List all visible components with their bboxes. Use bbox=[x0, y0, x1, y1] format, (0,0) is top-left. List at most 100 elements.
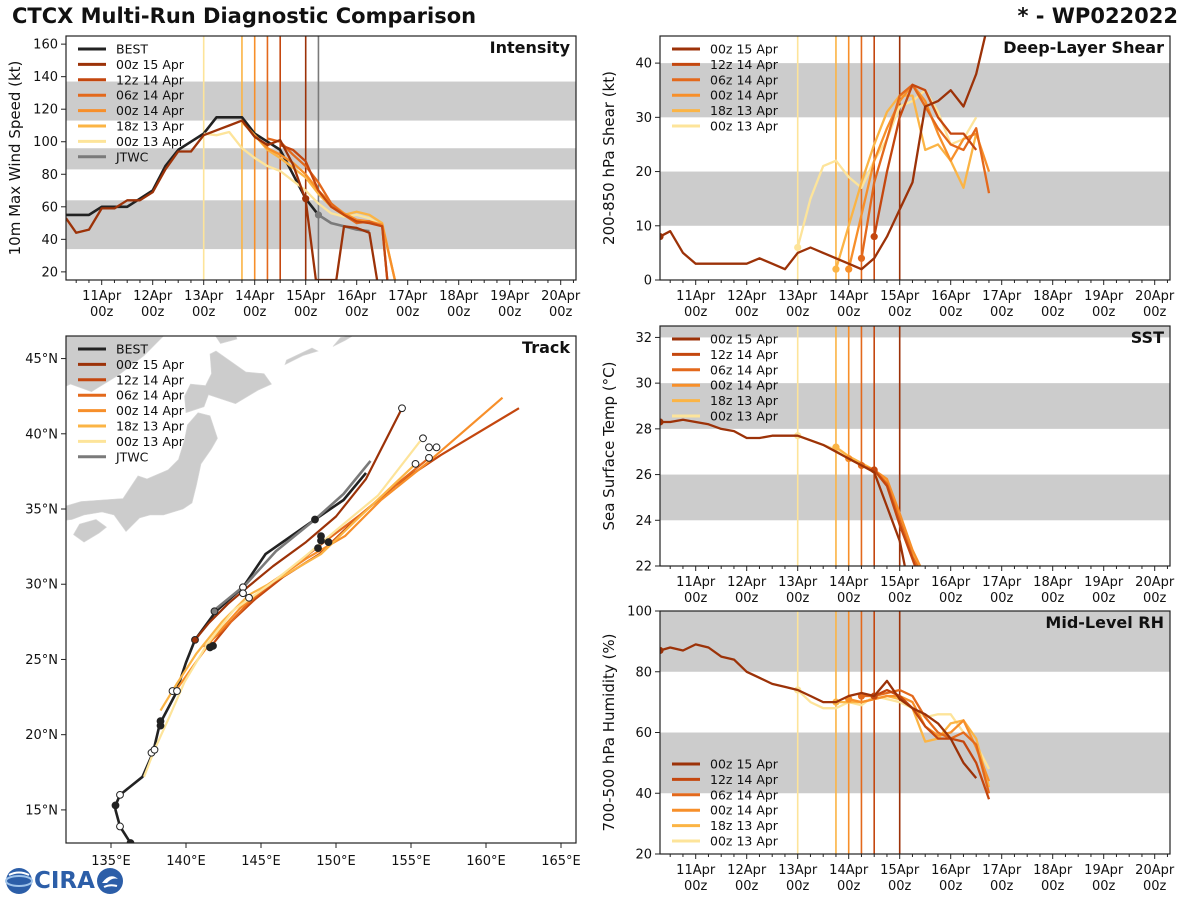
panel-intensity: 2040608010012014016011Apr00z12Apr00z13Ap… bbox=[6, 35, 581, 320]
track-marker bbox=[191, 635, 199, 644]
x-tick-label-day: 20Apr bbox=[1135, 289, 1175, 304]
x-tick-label-hour: 00z bbox=[888, 305, 912, 320]
track-marker bbox=[425, 453, 433, 462]
cira-logo: CIRA bbox=[4, 866, 125, 896]
x-tick-label-hour: 00z bbox=[939, 305, 963, 320]
x-tick-label-hour: 00z bbox=[1143, 879, 1167, 894]
init-point-00z-14-apr bbox=[845, 265, 853, 273]
x-tick-label-day: 16Apr bbox=[337, 289, 377, 304]
x-tick-label: 155°E bbox=[391, 854, 431, 869]
series-line-12z-14-apr bbox=[873, 688, 991, 800]
legend-label-18z-13-apr: 18z 13 Apr bbox=[710, 393, 779, 408]
x-tick-label-day: 13Apr bbox=[184, 289, 224, 304]
x-tick-label-day: 16Apr bbox=[931, 289, 971, 304]
x-tick-label-hour: 00z bbox=[837, 591, 861, 606]
track-marker bbox=[150, 745, 159, 754]
init-point-00z-13-apr bbox=[794, 243, 802, 252]
series-line-00z-15-apr bbox=[660, 643, 978, 779]
land-shikoku bbox=[73, 519, 107, 543]
y-tick-label: 40 bbox=[635, 787, 652, 802]
legend-label-18z-13-apr: 18z 13 Apr bbox=[116, 119, 185, 134]
plot-area bbox=[660, 326, 1170, 566]
init-point-00z-15-apr bbox=[302, 195, 310, 203]
legend-label-00z-15-apr: 00z 15 Apr bbox=[116, 357, 185, 372]
series-line-12z-14-apr bbox=[873, 83, 978, 237]
legend-label-00z-14-apr: 00z 14 Apr bbox=[710, 803, 779, 818]
x-tick-label-day: 15Apr bbox=[286, 289, 326, 304]
panel-title: Track bbox=[522, 338, 570, 357]
y-tick-label: 100 bbox=[33, 135, 58, 150]
legend-label-06z-14-apr: 06z 14 Apr bbox=[710, 72, 779, 87]
y-tick-label: 80 bbox=[635, 665, 652, 680]
x-tick-label-day: 19Apr bbox=[1084, 289, 1124, 304]
x-tick-label-hour: 00z bbox=[939, 879, 963, 894]
storm-id: * - WP022022 bbox=[1017, 4, 1178, 28]
y-tick-label: 30°N bbox=[25, 578, 58, 593]
x-tick-label-hour: 00z bbox=[684, 305, 708, 320]
y-tick-label: 45°N bbox=[25, 352, 58, 367]
land-kuril-2 bbox=[332, 336, 353, 347]
track-marker bbox=[432, 443, 441, 452]
series-line-06z-14-apr bbox=[861, 688, 991, 794]
legend-label-18z-13-apr: 18z 13 Apr bbox=[710, 818, 779, 833]
x-tick-label-day: 17Apr bbox=[982, 863, 1022, 878]
x-tick-label-hour: 00z bbox=[243, 305, 267, 320]
init-point-06z-14-apr bbox=[857, 254, 866, 262]
x-tick-label-day: 14Apr bbox=[829, 575, 869, 590]
track-marker bbox=[111, 801, 120, 810]
y-tick-label: 140 bbox=[33, 70, 58, 85]
x-tick-label-day: 18Apr bbox=[1033, 863, 1073, 878]
panel-title: Intensity bbox=[490, 38, 571, 57]
legend-label-00z-13-apr: 00z 13 Apr bbox=[710, 409, 779, 424]
x-tick-label-day: 11Apr bbox=[676, 289, 716, 304]
land-kuril-1 bbox=[284, 347, 319, 366]
panel-title: SST bbox=[1131, 328, 1164, 347]
x-tick-label-day: 18Apr bbox=[1033, 575, 1073, 590]
x-tick-label-hour: 00z bbox=[294, 305, 318, 320]
x-tick-label-day: 12Apr bbox=[727, 289, 767, 304]
shade-band-2 bbox=[660, 326, 1170, 338]
x-tick-label-day: 17Apr bbox=[982, 575, 1022, 590]
track-marker bbox=[173, 687, 181, 695]
track-line-00z-15-apr bbox=[194, 407, 403, 641]
x-tick-label-hour: 00z bbox=[786, 879, 810, 894]
shade-band-2 bbox=[66, 81, 576, 121]
shade-band-0 bbox=[660, 732, 1170, 794]
x-tick-label-hour: 00z bbox=[1041, 591, 1065, 606]
x-tick-label-hour: 00z bbox=[735, 879, 759, 894]
legend-label-00z-14-apr: 00z 14 Apr bbox=[116, 403, 185, 418]
legend-label-12z-14-apr: 12z 14 Apr bbox=[710, 347, 779, 362]
legend-label-00z-15-apr: 00z 15 Apr bbox=[710, 332, 779, 347]
x-tick-label-hour: 00z bbox=[786, 305, 810, 320]
y-tick-label: 40 bbox=[635, 57, 652, 72]
track-marker bbox=[245, 593, 253, 602]
shade-band-0 bbox=[66, 200, 576, 250]
logo-text: CIRA bbox=[34, 868, 95, 894]
legend-label-jtwc: JTWC bbox=[115, 449, 149, 464]
x-tick-label-hour: 00z bbox=[447, 305, 471, 320]
panel-sst: 22242628303211Apr00z12Apr00z13Apr00z14Ap… bbox=[600, 325, 1175, 606]
y-tick-label: 10 bbox=[635, 219, 652, 234]
plot-background bbox=[660, 326, 1170, 566]
x-tick-label-day: 14Apr bbox=[829, 863, 869, 878]
x-tick-label-day: 13Apr bbox=[778, 863, 818, 878]
land-sakhalin bbox=[215, 336, 238, 344]
plot-area bbox=[660, 611, 1170, 854]
x-tick-label-day: 16Apr bbox=[931, 863, 971, 878]
x-tick-label-day: 20Apr bbox=[541, 289, 581, 304]
series-line-12z-14-apr bbox=[873, 469, 917, 566]
x-tick-label-hour: 00z bbox=[888, 879, 912, 894]
shade-band-0 bbox=[660, 474, 1170, 521]
y-tick-label: 120 bbox=[33, 103, 58, 118]
y-tick-label: 160 bbox=[33, 38, 58, 53]
init-point-jtwc bbox=[314, 211, 323, 219]
axes-frame bbox=[659, 35, 1171, 281]
shade-band-0 bbox=[660, 171, 1170, 226]
x-tick-label-hour: 00z bbox=[549, 305, 573, 320]
y-tick-label: 22 bbox=[635, 560, 652, 575]
series-line-12z-14-apr bbox=[279, 143, 389, 280]
y-tick-label: 30 bbox=[635, 377, 652, 392]
panel-track: 135°E 140°E 145°E 150°E 155°E 160°E 165°E 15°N 2… bbox=[25, 335, 581, 869]
track-marker bbox=[210, 607, 219, 616]
